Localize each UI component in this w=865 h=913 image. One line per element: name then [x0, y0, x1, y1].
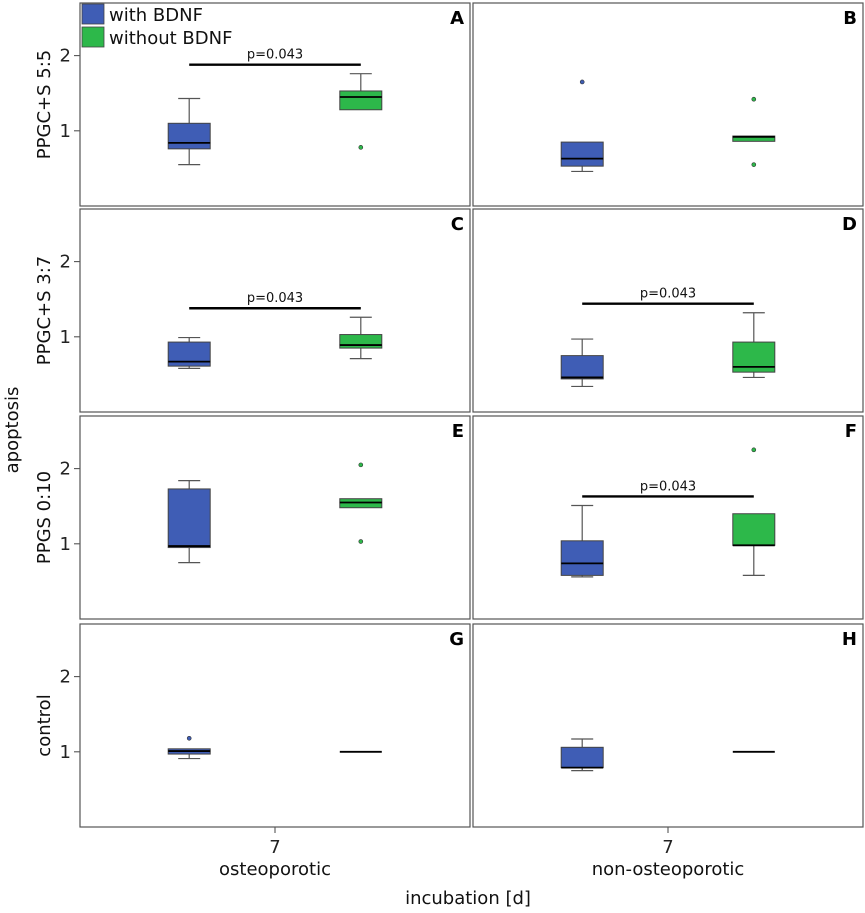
- y-tick-label: 1: [60, 121, 71, 142]
- y-tick-label: 2: [60, 252, 71, 273]
- panel-letter: F: [845, 421, 857, 442]
- box-body: [732, 513, 776, 546]
- panel-frame: [472, 2, 864, 207]
- outlier-point: [358, 539, 364, 544]
- box-body: [167, 341, 211, 367]
- box-without-bdnf: [339, 462, 383, 544]
- box-body: [560, 141, 604, 167]
- box-body: [339, 90, 383, 111]
- box-with-bdnf: [167, 97, 211, 166]
- outlier-point: [751, 447, 757, 453]
- panel-letter: G: [449, 629, 464, 650]
- row-label: PPGC+S 5:5: [34, 50, 55, 159]
- panel-d: Dp=0.043: [472, 208, 864, 413]
- y-tick-label: 1: [60, 742, 71, 763]
- box-without-bdnf: [732, 447, 776, 576]
- column-label: osteoporotic: [219, 859, 331, 880]
- x-tick-label: 7: [269, 837, 280, 858]
- panel-h: H: [472, 623, 864, 828]
- legend-label: with BDNF: [109, 5, 203, 26]
- panel-frame: [472, 208, 864, 413]
- panel-letter: C: [451, 214, 464, 235]
- panel-b: B: [472, 2, 864, 207]
- panel-letter: B: [843, 8, 857, 29]
- row-label: control: [34, 694, 55, 756]
- y-tick-label: 1: [60, 327, 71, 348]
- legend-label: without BDNF: [109, 28, 232, 49]
- box-body: [560, 355, 604, 380]
- panel-frame: [472, 623, 864, 828]
- panel-c: Cp=0.043: [79, 208, 471, 413]
- y-tick-label: 1: [60, 534, 71, 555]
- panel-e: E: [79, 415, 471, 620]
- box-with-bdnf: [560, 79, 604, 173]
- panel-frame: [79, 2, 471, 207]
- panel-letter: D: [842, 214, 857, 235]
- box-body: [167, 122, 211, 150]
- box-without-bdnf: [732, 312, 776, 379]
- outlier-point: [358, 462, 364, 468]
- panel-f: Fp=0.043: [472, 415, 864, 620]
- legend-swatch: [81, 3, 105, 25]
- outlier-point: [579, 79, 585, 85]
- y-tick-label: 2: [60, 459, 71, 480]
- panel-letter: H: [842, 629, 857, 650]
- y-axis-title: apoptosis: [2, 387, 23, 474]
- row-label: PPGC+S 3:7: [34, 256, 55, 365]
- box-with-bdnf: [560, 738, 604, 772]
- column-label: non-osteoporotic: [592, 859, 745, 880]
- x-tick-label: 7: [662, 837, 673, 858]
- box-without-bdnf: [339, 316, 383, 360]
- y-tick-label: 2: [60, 46, 71, 67]
- p-value-label: p=0.043: [640, 287, 696, 302]
- p-value-label: p=0.043: [247, 48, 303, 63]
- box-body: [560, 540, 604, 576]
- panel-g: G: [79, 623, 471, 828]
- box-without-bdnf: [732, 96, 776, 167]
- box-body: [339, 334, 383, 349]
- panel-frame: [79, 208, 471, 413]
- outlier-point: [358, 145, 364, 150]
- box-body: [560, 746, 604, 769]
- outlier-point: [751, 162, 757, 167]
- panel-frame: [472, 415, 864, 620]
- box-with-bdnf: [560, 504, 604, 578]
- outlier-point: [186, 735, 192, 741]
- box-with-bdnf: [167, 480, 211, 564]
- p-value-label: p=0.043: [640, 479, 696, 494]
- panel-frame: [79, 623, 471, 828]
- panel-letter: A: [450, 8, 464, 29]
- row-label: PPGS 0:10: [34, 471, 55, 564]
- outlier-point: [751, 96, 757, 102]
- box-with-bdnf: [560, 338, 604, 388]
- panel-a: Ap=0.043: [79, 2, 471, 207]
- box-with-bdnf: [167, 735, 211, 760]
- panel-letter: E: [452, 421, 464, 442]
- box-with-bdnf: [167, 336, 211, 369]
- x-axis-title: incubation [d]: [405, 888, 531, 909]
- panel-frame: [79, 415, 471, 620]
- y-tick-label: 2: [60, 667, 71, 688]
- legend-swatch: [81, 26, 105, 48]
- box-without-bdnf: [339, 73, 383, 150]
- p-value-label: p=0.043: [247, 291, 303, 306]
- box-body: [167, 488, 211, 549]
